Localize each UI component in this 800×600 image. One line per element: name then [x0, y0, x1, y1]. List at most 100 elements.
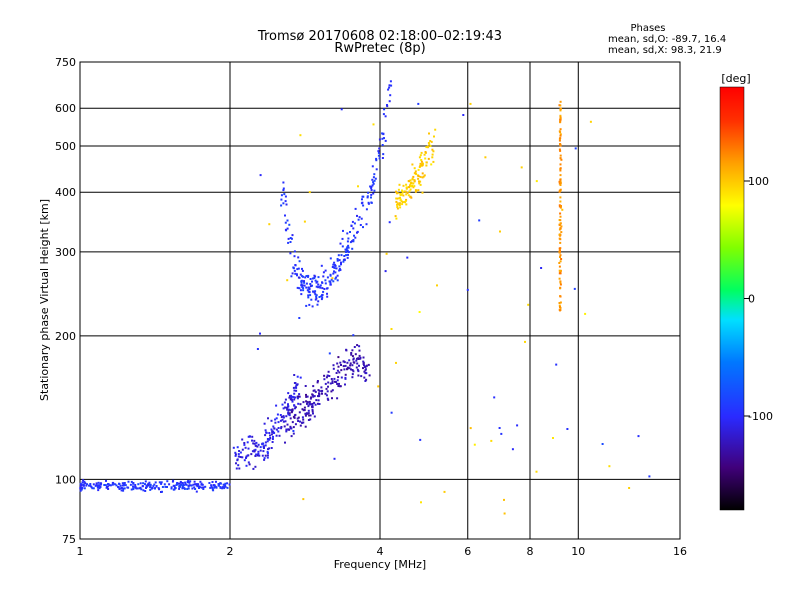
data-point [194, 483, 197, 486]
data-point [292, 430, 295, 432]
data-point [269, 437, 272, 439]
data-point [300, 293, 303, 296]
data-point [378, 138, 381, 141]
data-point [559, 283, 562, 286]
data-point [290, 275, 293, 278]
data-point [302, 289, 305, 292]
data-point [321, 293, 324, 296]
data-point [287, 403, 289, 406]
data-point [347, 244, 350, 247]
data-point [209, 486, 212, 489]
data-point [423, 174, 426, 177]
data-point [430, 163, 433, 166]
data-point [362, 367, 364, 370]
data-point [358, 354, 361, 357]
data-point [168, 483, 171, 486]
data-point [410, 182, 412, 185]
data-point [372, 176, 375, 179]
data-point [350, 353, 353, 356]
data-point [559, 260, 562, 263]
data-point [271, 441, 274, 443]
data-point [154, 481, 157, 484]
x-tick-label: 8 [527, 545, 534, 558]
data-point [321, 287, 324, 290]
data-point [345, 248, 348, 251]
data-point [253, 450, 256, 452]
data-point [370, 185, 373, 188]
data-point [349, 231, 351, 233]
data-point [277, 427, 280, 429]
data-point [145, 487, 147, 489]
data-point [312, 385, 315, 388]
data-point [149, 486, 152, 489]
data-point [355, 366, 358, 369]
data-point [417, 175, 420, 177]
data-point [354, 353, 357, 356]
data-point [297, 395, 300, 398]
data-point [375, 168, 378, 171]
data-point [336, 258, 339, 260]
data-point [223, 485, 226, 488]
data-point [338, 269, 341, 272]
data-point [236, 446, 239, 449]
data-point [413, 179, 416, 182]
data-point [559, 120, 562, 123]
data-point [386, 104, 388, 106]
data-point [421, 191, 424, 194]
data-point [309, 418, 312, 421]
data-point [333, 270, 335, 273]
data-point [270, 433, 273, 436]
data-point [421, 172, 424, 175]
data-point [304, 276, 307, 279]
data-point [498, 427, 501, 429]
data-point [212, 489, 215, 492]
data-point [353, 346, 356, 348]
data-point [295, 389, 298, 392]
data-point [256, 454, 259, 457]
data-point [330, 390, 333, 393]
data-point [277, 421, 280, 424]
data-point [83, 487, 86, 490]
data-point [327, 370, 330, 373]
data-point [264, 454, 267, 457]
data-point [559, 190, 562, 193]
data-point [429, 145, 432, 147]
data-point [558, 277, 561, 280]
data-point [312, 395, 315, 398]
chart-subtitle: RwPretec (8p) [334, 41, 425, 56]
data-point [232, 446, 235, 449]
data-point [309, 278, 312, 280]
data-point [390, 411, 393, 414]
data-point [297, 256, 300, 259]
data-point [314, 290, 317, 293]
data-point [333, 261, 336, 264]
data-point [341, 237, 344, 240]
data-point [302, 409, 305, 412]
data-point [291, 398, 293, 401]
data-point [462, 114, 465, 116]
data-point [266, 450, 269, 453]
data-point [210, 484, 213, 487]
data-point [362, 356, 365, 359]
data-point [292, 426, 295, 429]
data-point [293, 255, 296, 258]
data-point [320, 298, 323, 301]
data-point [558, 262, 561, 264]
data-point [255, 441, 258, 444]
data-point [170, 486, 173, 489]
data-point [408, 186, 410, 189]
data-point [555, 363, 558, 366]
data-point [92, 487, 95, 490]
data-point [294, 406, 297, 409]
data-point [287, 237, 290, 240]
data-point [195, 490, 198, 493]
data-point [211, 481, 214, 483]
data-point [340, 254, 343, 257]
data-point [329, 273, 332, 276]
data-point [107, 488, 110, 490]
data-point [262, 445, 265, 448]
data-point [257, 450, 260, 453]
data-point [299, 420, 301, 423]
data-point [280, 204, 283, 207]
data-point [306, 395, 309, 398]
